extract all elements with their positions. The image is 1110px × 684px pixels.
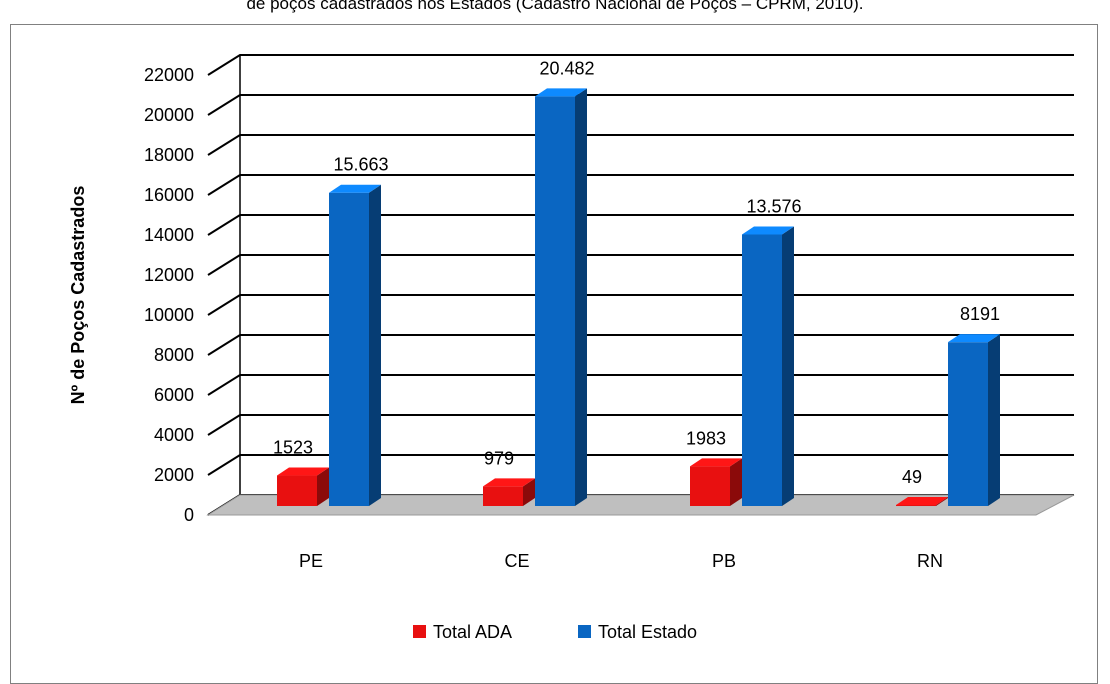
bar-side xyxy=(730,458,742,506)
y-tick-label: 6000 xyxy=(154,385,194,405)
data-label: 15.663 xyxy=(333,155,388,175)
bar-total-estado xyxy=(948,334,1000,506)
bar-top xyxy=(483,478,535,487)
data-label: 8191 xyxy=(960,304,1000,324)
bar-side xyxy=(936,497,948,506)
bar-top xyxy=(742,226,794,235)
bar-side xyxy=(782,226,794,507)
legend-swatch xyxy=(578,625,591,638)
x-tick-label: PE xyxy=(299,551,323,571)
bar-front xyxy=(535,96,575,507)
bar-top xyxy=(948,334,1000,343)
gridline xyxy=(207,134,1074,156)
y-tick-label: 0 xyxy=(184,505,194,525)
data-label: 13.576 xyxy=(746,196,801,216)
bar-total-estado xyxy=(329,184,381,507)
bar-top xyxy=(690,458,742,467)
bar-top xyxy=(277,467,329,476)
bar-side xyxy=(369,184,381,507)
data-label: 1523 xyxy=(273,438,313,458)
bar-front xyxy=(329,192,369,507)
bar-front xyxy=(948,342,988,506)
bar-total-ada xyxy=(483,478,535,506)
data-label: 49 xyxy=(902,467,922,487)
x-tick-label: RN xyxy=(917,551,943,571)
data-label: 1983 xyxy=(686,428,726,448)
y-tick-label: 22000 xyxy=(144,65,194,85)
bar-total-ada xyxy=(277,467,329,506)
bar-total-estado xyxy=(535,88,587,507)
labels: 0 2000 4000 6000 8000 10000 12000 14000 16000 180… xyxy=(144,58,1000,571)
bar-top xyxy=(329,184,381,193)
bar-side xyxy=(988,334,1000,506)
bar-side xyxy=(523,478,535,506)
data-label: 979 xyxy=(484,448,514,468)
bar-side xyxy=(575,88,587,507)
bar-front xyxy=(896,505,936,507)
legend: Total ADA Total Estado xyxy=(413,622,697,642)
x-tick-label: PB xyxy=(712,551,736,571)
y-tick-label: 2000 xyxy=(154,465,194,485)
y-tick-label: 18000 xyxy=(144,145,194,165)
y-tick-label: 20000 xyxy=(144,105,194,125)
chart-floor xyxy=(206,494,1075,516)
bar-top xyxy=(896,497,948,506)
legend-label: Total Estado xyxy=(598,622,697,642)
y-tick-label: 4000 xyxy=(154,425,194,445)
gridlines xyxy=(207,54,1074,516)
y-tick-label: 16000 xyxy=(144,185,194,205)
legend-label: Total ADA xyxy=(433,622,512,642)
bar-total-estado xyxy=(742,226,794,507)
bar-side xyxy=(317,467,329,506)
bar-front xyxy=(277,475,317,506)
y-tick-label: 12000 xyxy=(144,265,194,285)
figure-caption: de poços cadastrados nos Estados (Cadast… xyxy=(246,0,864,13)
y-tick-label: 8000 xyxy=(154,345,194,365)
bar-front xyxy=(690,466,730,506)
y-tick-label: 10000 xyxy=(144,305,194,325)
bar-top xyxy=(535,88,587,97)
y-tick-label: 14000 xyxy=(144,225,194,245)
x-tick-label: CE xyxy=(504,551,529,571)
legend-swatch xyxy=(413,625,426,638)
gridline xyxy=(207,94,1074,116)
bar-total-ada xyxy=(896,497,948,507)
data-label: 20.482 xyxy=(539,58,594,78)
floor-plane xyxy=(206,494,1075,516)
bar-total-ada xyxy=(690,458,742,506)
bar-front xyxy=(742,234,782,507)
y-axis-label: Nº de Poços Cadastrados xyxy=(68,186,88,405)
gridline xyxy=(207,54,1074,76)
bar-front xyxy=(483,486,523,506)
bar-chart: 0 2000 4000 6000 8000 10000 12000 14000 16000 180… xyxy=(68,54,1075,642)
bars xyxy=(277,88,1000,507)
